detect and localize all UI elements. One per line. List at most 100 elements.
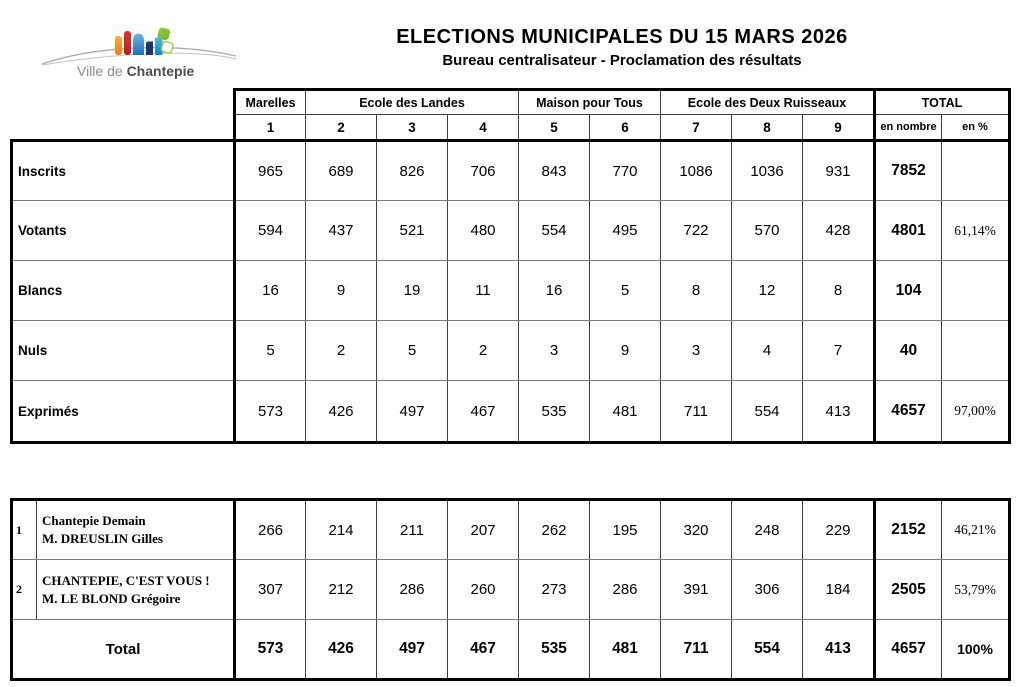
- cell-value: 3: [660, 320, 732, 381]
- candidate-name: M. DREUSLIN Gilles: [42, 531, 163, 546]
- station-group-landes: Ecole des Landes: [305, 88, 519, 115]
- candidate-name: M. LE BLOND Grégoire: [42, 590, 181, 606]
- logo-cyan-block: [155, 37, 163, 55]
- cell-value: 2: [305, 320, 377, 381]
- cell-value: 16: [518, 260, 590, 321]
- cell-value: 594: [233, 200, 306, 261]
- cell-value: 214: [305, 498, 377, 560]
- cell-value: 965: [233, 140, 306, 201]
- station-header-row: Marelles Ecole des Landes Maison pour To…: [11, 88, 1011, 115]
- candidate-row-1: 1 Chantepie Demain M. DREUSLIN Gilles 26…: [10, 498, 1011, 560]
- cell-value: 722: [660, 200, 732, 261]
- station-group-total: TOTAL: [873, 88, 1011, 115]
- cell-value: 843: [518, 140, 590, 201]
- bureau-7: 7: [660, 114, 732, 142]
- cell-value: 207: [447, 498, 519, 560]
- header-spacer: [11, 89, 235, 115]
- cell-value: 426: [305, 619, 377, 681]
- candidate-number: 1: [10, 498, 37, 560]
- cell-value: 184: [802, 559, 875, 620]
- cell-value: 5: [589, 260, 661, 321]
- cell-value: 5: [376, 320, 448, 381]
- cell-value: 260: [447, 559, 519, 620]
- cell-pct: 97,00%: [941, 380, 1011, 444]
- cell-pct: 46,21%: [941, 498, 1011, 560]
- candidate-list-cell: CHANTEPIE, C'EST VOUS ! M. LE BLOND Grég…: [36, 559, 235, 620]
- logo-prefix: Ville de Chantepie: [77, 63, 194, 79]
- candidate-number: 2: [10, 559, 37, 620]
- page-subtitle: Bureau centralisateur - Proclamation des…: [442, 52, 802, 69]
- cell-value: 554: [731, 619, 803, 681]
- logo-green-leaf: [157, 27, 171, 41]
- cell-value: 9: [589, 320, 661, 381]
- cell-value: 19: [376, 260, 448, 321]
- logo-orange-block: [115, 36, 122, 55]
- cell-value: 570: [731, 200, 803, 261]
- cell-total: 4657: [873, 380, 942, 444]
- cell-total: 104: [873, 260, 942, 321]
- cell-value: 770: [589, 140, 661, 201]
- row-label: Nuls: [10, 320, 235, 381]
- cell-value: 273: [518, 559, 590, 620]
- cell-value: 7: [802, 320, 875, 381]
- cell-value: 711: [660, 380, 732, 444]
- cell-value: 573: [233, 380, 306, 444]
- title-block: ELECTIONS MUNICIPALES DU 15 MARS 2026 Bu…: [235, 26, 1009, 69]
- candidates-table: 1 Chantepie Demain M. DREUSLIN Gilles 26…: [10, 498, 1011, 681]
- bureau-3: 3: [376, 114, 448, 142]
- station-group-ruisseaux: Ecole des Deux Ruisseaux: [660, 88, 875, 115]
- cell-value: 16: [233, 260, 306, 321]
- cell-pct: 61,14%: [941, 200, 1011, 261]
- cell-value: 4: [731, 320, 803, 381]
- total-subheader-pct: en %: [941, 114, 1011, 142]
- cell-value: 689: [305, 140, 377, 201]
- cell-value: 8: [660, 260, 732, 321]
- cell-total: 40: [873, 320, 942, 381]
- cell-pct: [941, 320, 1011, 381]
- cell-value: 2: [447, 320, 519, 381]
- total-row-label: Total: [10, 619, 235, 681]
- cell-value: 535: [518, 380, 590, 444]
- cell-value: 521: [376, 200, 448, 261]
- table-row-inscrits: Inscrits 965 689 826 706 843 770 1086 10…: [10, 140, 1011, 201]
- cell-total: 7852: [873, 140, 942, 201]
- cell-value: 413: [802, 619, 875, 681]
- bureau-9: 9: [802, 114, 875, 142]
- bureau-2: 2: [305, 114, 377, 142]
- bureau-6: 6: [589, 114, 661, 142]
- cell-value: 11: [447, 260, 519, 321]
- cell-total: 4657: [873, 619, 942, 681]
- cell-value: 481: [589, 380, 661, 444]
- bureau-4: 4: [447, 114, 519, 142]
- cell-pct: [941, 140, 1011, 201]
- cell-value: 3: [518, 320, 590, 381]
- cell-total: 2152: [873, 498, 942, 560]
- page-title: ELECTIONS MUNICIPALES DU 15 MARS 2026: [396, 26, 848, 48]
- bureau-1: 1: [233, 114, 306, 142]
- cell-value: 711: [660, 619, 732, 681]
- cell-value: 573: [233, 619, 306, 681]
- row-label: Blancs: [10, 260, 235, 321]
- list-name: CHANTEPIE, C'EST VOUS !: [42, 572, 210, 588]
- row-label: Exprimés: [10, 380, 235, 444]
- table-row-blancs: Blancs 16 9 19 11 16 5 8 12 8 104: [10, 260, 1011, 321]
- cell-value: 931: [802, 140, 875, 201]
- cell-value: 497: [376, 380, 448, 444]
- cell-value: 495: [589, 200, 661, 261]
- bureau-5: 5: [518, 114, 590, 142]
- cell-total: 4801: [873, 200, 942, 261]
- chantepie-logo-graphic: Ville de Chantepie: [41, 27, 237, 79]
- cell-value: 12: [731, 260, 803, 321]
- cell-value: 391: [660, 559, 732, 620]
- bureau-number-row: 1 2 3 4 5 6 7 8 9 en nombre en %: [11, 114, 1011, 142]
- candidate-list-cell: Chantepie Demain M. DREUSLIN Gilles: [36, 498, 235, 560]
- logo-city: Chantepie: [127, 63, 195, 79]
- header-spacer: [11, 114, 235, 142]
- table-row-nuls: Nuls 5 2 5 2 3 9 3 4 7 40: [10, 320, 1011, 381]
- cell-total: 2505: [873, 559, 942, 620]
- cell-pct: 53,79%: [941, 559, 1011, 620]
- row-label: Votants: [10, 200, 235, 261]
- cell-value: 467: [447, 380, 519, 444]
- cell-value: 706: [447, 140, 519, 201]
- cell-value: 480: [447, 200, 519, 261]
